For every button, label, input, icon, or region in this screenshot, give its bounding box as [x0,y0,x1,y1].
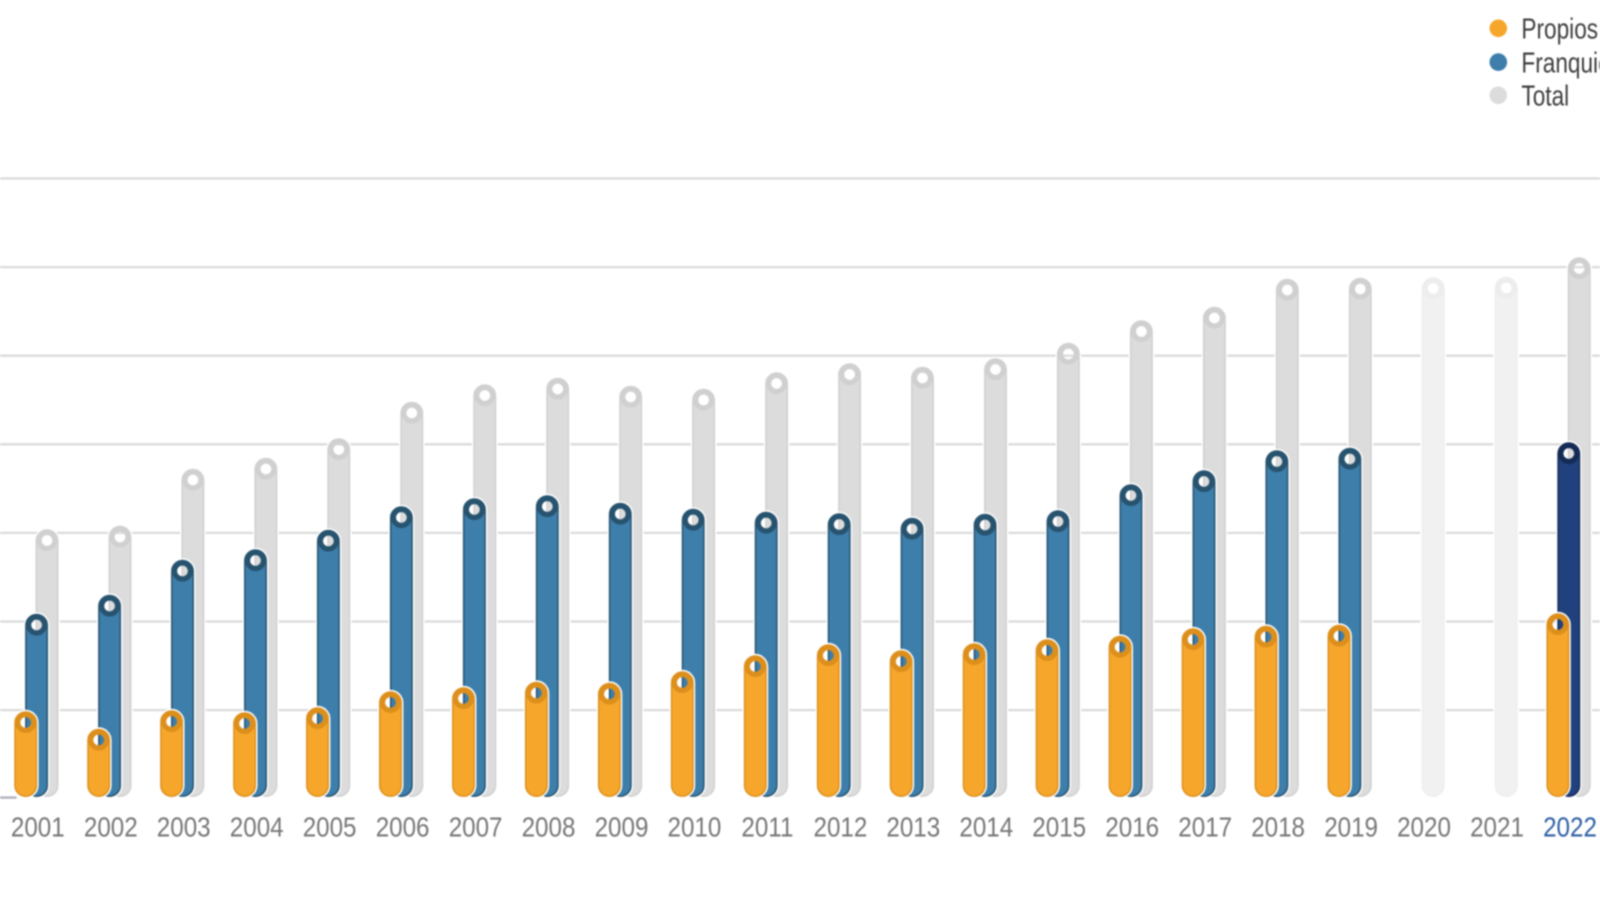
svg-text:2006: 2006 [376,813,430,843]
svg-text:2008: 2008 [522,813,576,843]
svg-text:2017: 2017 [1178,813,1232,843]
svg-text:2016: 2016 [1105,813,1159,843]
svg-text:2012: 2012 [813,813,867,843]
svg-text:2021: 2021 [1470,813,1524,843]
svg-text:2020: 2020 [1397,813,1451,843]
svg-text:2010: 2010 [667,813,721,843]
svg-text:Propios: Propios [1521,12,1598,45]
svg-text:2002: 2002 [84,813,138,843]
svg-text:2019: 2019 [1324,813,1378,843]
svg-text:2004: 2004 [230,813,284,843]
svg-text:2001: 2001 [11,813,65,843]
svg-text:2009: 2009 [595,813,649,843]
svg-text:2005: 2005 [303,813,357,843]
svg-text:2007: 2007 [449,813,503,843]
svg-text:2022: 2022 [1543,813,1597,843]
svg-text:Total: Total [1521,79,1569,112]
svg-text:2003: 2003 [157,813,211,843]
svg-text:2013: 2013 [886,813,940,843]
svg-text:2014: 2014 [959,813,1013,843]
svg-text:2018: 2018 [1251,813,1305,843]
svg-text:Franquiciados: Franquiciados [1521,46,1600,79]
svg-text:2015: 2015 [1032,813,1086,843]
svg-text:2011: 2011 [741,813,793,843]
